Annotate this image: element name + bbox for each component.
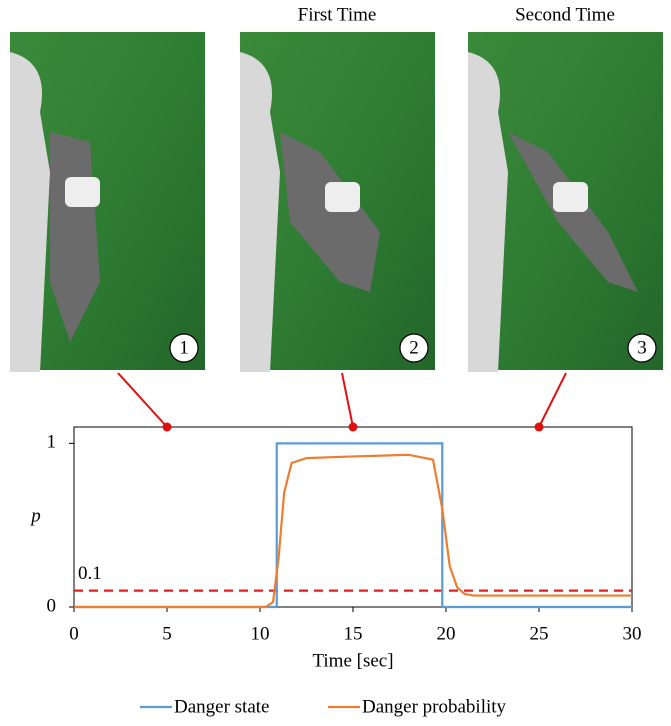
y-axis-label: p: [29, 505, 41, 526]
marker-dot: [162, 422, 172, 432]
x-tick-label: 15: [344, 623, 363, 644]
panel-number-circle: [169, 333, 199, 363]
series-line: [74, 453, 632, 609]
panel-number-circle: [627, 333, 657, 363]
marker-dot: [534, 422, 544, 432]
x-tick-label: 25: [530, 623, 549, 644]
x-tick-label: 30: [623, 623, 642, 644]
x-tick-label: 10: [251, 623, 270, 644]
legend-label: Danger state: [174, 696, 269, 717]
robot-sleeve: [325, 182, 360, 212]
panel-caption: First Time: [298, 4, 377, 25]
x-tick-label: 5: [162, 623, 172, 644]
panel-caption: Second Time: [515, 4, 615, 25]
x-tick-label: 0: [69, 623, 79, 644]
marker-dot: [348, 422, 358, 432]
series-line: [74, 442, 632, 609]
x-tick-label: 20: [437, 623, 456, 644]
x-axis-label: Time [sec]: [312, 650, 393, 671]
legend-label: Danger probability: [362, 696, 507, 717]
panel-number: 3: [637, 337, 647, 358]
connector: [538, 372, 567, 428]
y-tick-label: 0: [47, 595, 57, 616]
threshold-label: 0.1: [78, 563, 102, 584]
panel-number: 1: [179, 337, 189, 358]
robot-sleeve: [65, 177, 100, 207]
connector: [117, 372, 168, 428]
plot-frame: [73, 426, 633, 608]
panel-number: 2: [409, 337, 419, 358]
y-tick-label: 1: [47, 432, 57, 453]
robot-body: [468, 52, 508, 372]
robot-body: [10, 52, 50, 372]
robot-sleeve: [553, 182, 588, 212]
panel-number-circle: [399, 333, 429, 363]
connector: [341, 372, 354, 428]
robot-arm: [280, 132, 380, 292]
robot-body: [240, 52, 280, 372]
photos: 1 2 First Time 3 Second Time: [10, 4, 663, 372]
